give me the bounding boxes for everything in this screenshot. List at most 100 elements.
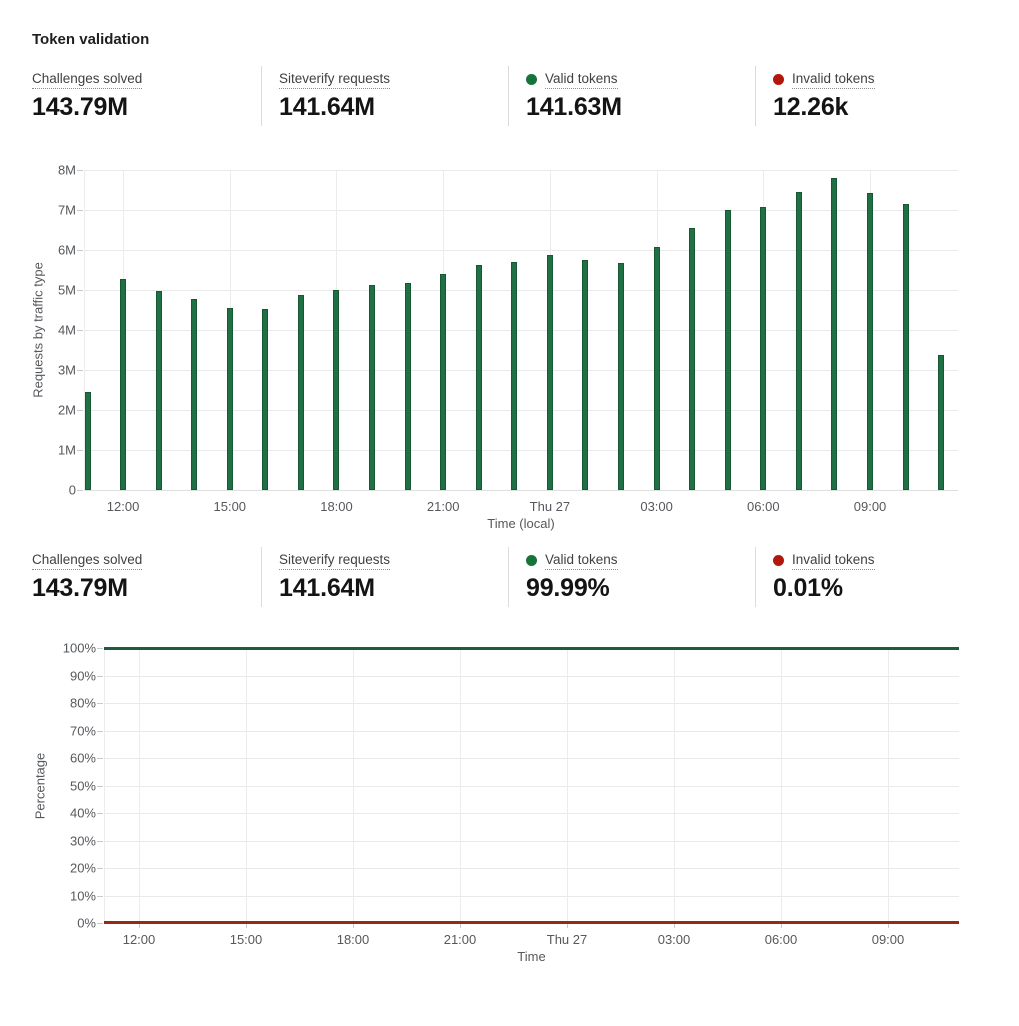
stat-label-row: Valid tokens <box>526 551 755 570</box>
y-axis-label: 20% <box>69 860 96 876</box>
x-axis-label: 09:00 <box>871 932 905 947</box>
y-axis-label: 90% <box>69 668 96 683</box>
plot-left-edge <box>84 170 85 490</box>
bar-10-00[interactable] <box>902 204 909 490</box>
y-tick-mark <box>77 370 83 371</box>
bar-07-00[interactable] <box>795 191 802 490</box>
bar-20-00[interactable] <box>404 282 411 490</box>
y-tick-mark <box>97 813 103 814</box>
stat-challenges-solved: Challenges solved 143.79M <box>32 66 261 126</box>
bar-09-00[interactable] <box>867 193 874 490</box>
bar-01-00[interactable] <box>582 260 589 490</box>
stat-label[interactable]: Valid tokens <box>545 70 618 89</box>
stat-value: 99.99% <box>526 574 610 602</box>
bar-16-00[interactable] <box>262 308 269 490</box>
x-tick-mark <box>139 923 140 928</box>
page-title: Token validation <box>32 31 150 48</box>
stat-valid-tokens: Valid tokens 141.63M <box>508 66 755 126</box>
stat-label[interactable]: Siteverify requests <box>279 551 391 570</box>
x-axis-label: 03:00 <box>657 932 691 947</box>
y-axis-label: 80% <box>69 695 96 711</box>
invalid-tokens-line[interactable] <box>104 921 959 925</box>
bar-03-00[interactable] <box>653 246 660 490</box>
y-tick-mark <box>77 330 83 331</box>
y-tick-mark <box>77 490 83 491</box>
y-gridline <box>104 730 959 732</box>
bar-17-00[interactable] <box>297 295 304 490</box>
bar-13-00[interactable] <box>155 290 162 490</box>
bar-15-00[interactable] <box>226 308 233 490</box>
y-tick-mark <box>97 675 103 677</box>
bar-12-00[interactable] <box>120 278 127 490</box>
y-gridline <box>84 490 958 491</box>
y-axis-label: 50% <box>69 778 96 793</box>
y-gridline <box>84 250 958 251</box>
y-gridline <box>104 868 959 869</box>
y-axis-label: 5M <box>57 282 76 298</box>
stat-label[interactable]: Valid tokens <box>545 551 618 570</box>
stat-label-row: Invalid tokens <box>773 551 1002 570</box>
x-axis-label: Thu 27 <box>546 932 588 947</box>
stat-value: 0.01% <box>773 574 843 602</box>
bar-21-00[interactable] <box>440 274 447 490</box>
stat-invalid-tokens: Invalid tokens 12.26k <box>755 66 1002 126</box>
y-axis-label: 0 <box>68 482 76 498</box>
y-gridline <box>104 840 959 842</box>
bar-11-00[interactable] <box>84 392 91 490</box>
stat-label[interactable]: Challenges solved <box>32 70 143 89</box>
y-tick-mark <box>77 210 83 211</box>
y-axis-label: 70% <box>69 723 96 738</box>
stat-label[interactable]: Challenges solved <box>32 551 143 570</box>
bar-thu-27[interactable] <box>546 254 553 490</box>
bar-04-00[interactable] <box>689 228 696 490</box>
valid-tokens-line[interactable] <box>104 646 959 650</box>
x-axis-label: 12:00 <box>106 499 140 514</box>
y-gridline <box>104 785 959 787</box>
y-tick-mark <box>97 895 103 897</box>
bar-06-00[interactable] <box>760 206 767 490</box>
x-gridline <box>674 648 675 923</box>
y-axis-label: 8M <box>57 162 76 178</box>
bar-02-00[interactable] <box>618 262 625 490</box>
x-tick-mark <box>567 923 568 928</box>
bar-23-00[interactable] <box>511 262 518 490</box>
x-tick-mark <box>674 923 675 928</box>
y-gridline <box>104 675 959 677</box>
stat-valid-tokens: Valid tokens 99.99% <box>508 547 755 607</box>
x-tick-mark <box>888 923 889 928</box>
y-gridline <box>84 330 958 331</box>
bar-18-00[interactable] <box>333 290 340 490</box>
stat-label-row: Invalid tokens <box>773 70 1002 89</box>
stat-label-row: Challenges solved <box>32 70 261 89</box>
x-tick-mark <box>353 923 354 928</box>
bar-11-00[interactable] <box>938 354 945 490</box>
stat-value: 143.79M <box>32 574 128 602</box>
x-axis-title: Time (local) <box>487 516 555 531</box>
x-axis-label: 12:00 <box>122 932 156 947</box>
plot-left-edge <box>104 648 105 923</box>
y-gridline <box>104 813 959 814</box>
x-gridline <box>781 648 782 923</box>
bar-19-00[interactable] <box>369 284 376 490</box>
bar-08-00[interactable] <box>831 178 838 490</box>
y-axis-label: 0% <box>77 915 96 931</box>
stat-challenges-solved: Challenges solved 143.79M <box>32 547 261 607</box>
stat-value: 141.64M <box>279 93 375 121</box>
y-axis-label: 6M <box>57 242 76 258</box>
bar-05-00[interactable] <box>724 210 731 490</box>
x-axis-label: 09:00 <box>853 499 887 514</box>
bar-22-00[interactable] <box>475 265 482 490</box>
bar-14-00[interactable] <box>191 298 198 490</box>
y-tick-mark <box>97 758 103 759</box>
y-axis-label: 10% <box>69 888 96 903</box>
stat-label[interactable]: Siteverify requests <box>279 70 391 89</box>
y-axis-label: 30% <box>69 833 96 848</box>
x-axis-label: 06:00 <box>764 932 798 947</box>
y-tick-mark <box>97 648 103 649</box>
stat-label-row: Challenges solved <box>32 551 261 570</box>
stat-label[interactable]: Invalid tokens <box>792 551 875 570</box>
valid-tokens-dot-icon <box>526 73 537 85</box>
y-gridline <box>84 210 958 211</box>
y-tick-mark <box>97 840 103 842</box>
stat-label[interactable]: Invalid tokens <box>792 70 875 89</box>
